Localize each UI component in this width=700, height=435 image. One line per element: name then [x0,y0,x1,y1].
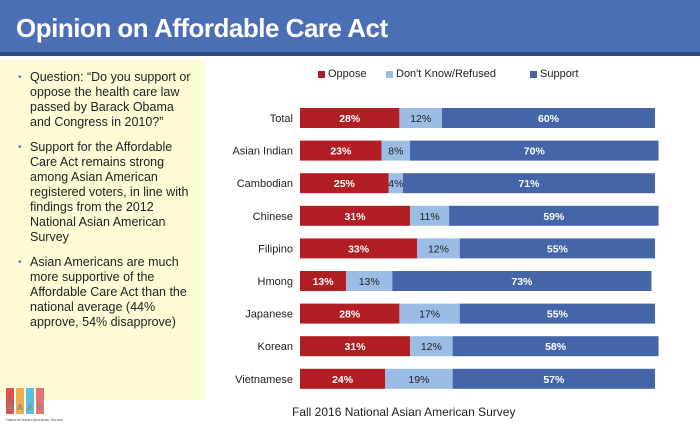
bar-dontknow-japanese [399,303,460,324]
bullet-support-strong: Support for the Affordable Care Act rema… [18,140,197,245]
bar-dontknow-total [399,108,442,128]
bar-support-hmong [392,271,652,291]
bar-support-japanese [459,303,655,324]
legend-label-oppose: Oppose [328,68,367,80]
category-label-asian-indian: Asian Indian [232,146,293,158]
data-label-oppose-vietnamese: 24% [332,374,354,386]
title-rule [0,52,700,56]
bullet-question: Question: “Do you support or oppose the … [18,70,197,130]
data-label-support-vietnamese: 57% [543,374,565,386]
bar-oppose-hmong [300,271,347,291]
data-label-oppose-total: 28% [339,113,361,125]
bullet-national-comparison: Asian Americans are much more supportive… [18,255,197,330]
data-label-oppose-hmong: 13% [313,276,335,288]
bar-dontknow-vietnamese [385,368,453,389]
data-label-dontknow-japanese: 17% [419,309,440,321]
stacked-bar-chart: Total 28% 12% 60% Asian Indian 23% 8% 70% Cambod… [232,108,659,389]
source-footer: Fall 2016 National Asian American Survey [292,405,516,419]
bar-oppose-vietnamese [300,368,386,389]
bar-oppose-cambodian [300,173,389,194]
sidebar-panel: Question: “Do you support or oppose the … [0,60,205,400]
data-label-support-filipino: 55% [547,243,569,255]
data-label-oppose-japanese: 28% [339,309,361,321]
logo-letter-a1: A [16,388,24,414]
data-label-dontknow-cambodian: 4% [388,178,403,190]
category-label-vietnamese: Vietnamese [235,374,293,386]
category-label-korean: Korean [258,341,293,353]
legend-swatch-support [530,70,537,78]
logo-letter-s: S [36,388,44,414]
category-label-japanese: Japanese [245,309,293,321]
data-label-dontknow-asian-indian: 8% [388,146,403,158]
page-title: Opinion on Affordable Care Act [16,13,388,43]
logo-tagline: National Asian American Survey [6,417,63,422]
data-label-dontknow-korean: 12% [421,341,442,353]
bar-oppose-korean [300,336,411,357]
data-label-support-total: 60% [538,113,560,125]
bar-oppose-asian-indian [300,140,382,161]
bar-dontknow-hmong [346,271,393,291]
data-label-support-chinese: 59% [543,211,565,223]
legend-oppose: Oppose [318,68,367,80]
category-label-total: Total [270,113,293,125]
data-label-dontknow-filipino: 12% [428,243,449,255]
data-label-dontknow-vietnamese: 19% [408,374,429,386]
bar-dontknow-filipino [417,238,460,259]
data-label-support-korean: 58% [545,341,567,353]
bar-dontknow-asian-indian [381,140,411,161]
data-label-support-cambodian: 71% [518,178,540,190]
bar-oppose-chinese [300,205,411,226]
bar-support-chinese [449,205,659,226]
category-label-cambodian: Cambodian [237,178,293,190]
data-label-oppose-asian-indian: 23% [330,146,352,158]
legend-dontknow: Don't Know/Refused [386,68,496,80]
bar-support-vietnamese [452,368,655,389]
data-label-oppose-korean: 31% [345,341,367,353]
data-label-dontknow-chinese: 11% [419,211,439,223]
bar-oppose-japanese [300,303,400,324]
logo-letter-n: N [6,388,14,414]
data-label-oppose-filipino: 33% [348,243,370,255]
bar-dontknow-cambodian [388,173,403,194]
legend-swatch-oppose [318,70,325,78]
data-label-dontknow-hmong: 13% [359,276,380,288]
bar-support-total [442,108,655,128]
legend-swatch-dontknow [386,70,393,78]
bullet-list: Question: “Do you support or oppose the … [0,60,205,330]
category-label-chinese: Chinese [253,211,293,223]
bar-dontknow-korean [410,336,453,357]
bar-support-cambodian [402,173,655,194]
data-label-support-hmong: 73% [511,276,533,288]
bar-oppose-filipino [300,238,418,259]
bar-support-asian-indian [410,140,659,161]
legend-label-support: Support [540,68,579,80]
bar-dontknow-chinese [410,205,450,226]
naas-logo: N A A S National Asian American Survey [6,388,63,432]
title-bar: Opinion on Affordable Care Act [0,0,700,56]
bar-support-korean [452,336,659,357]
bar-support-filipino [459,238,655,259]
data-label-support-japanese: 55% [547,309,569,321]
data-label-support-asian-indian: 70% [524,146,546,158]
data-label-oppose-cambodian: 25% [334,178,356,190]
category-label-filipino: Filipino [258,243,293,255]
category-label-hmong: Hmong [258,276,293,288]
logo-letter-a2: A [26,388,34,414]
legend-support: Support [530,68,579,80]
legend-label-dontknow: Don't Know/Refused [396,68,496,80]
bar-oppose-total [300,108,400,128]
data-label-dontknow-total: 12% [410,113,431,125]
data-label-oppose-chinese: 31% [345,211,367,223]
